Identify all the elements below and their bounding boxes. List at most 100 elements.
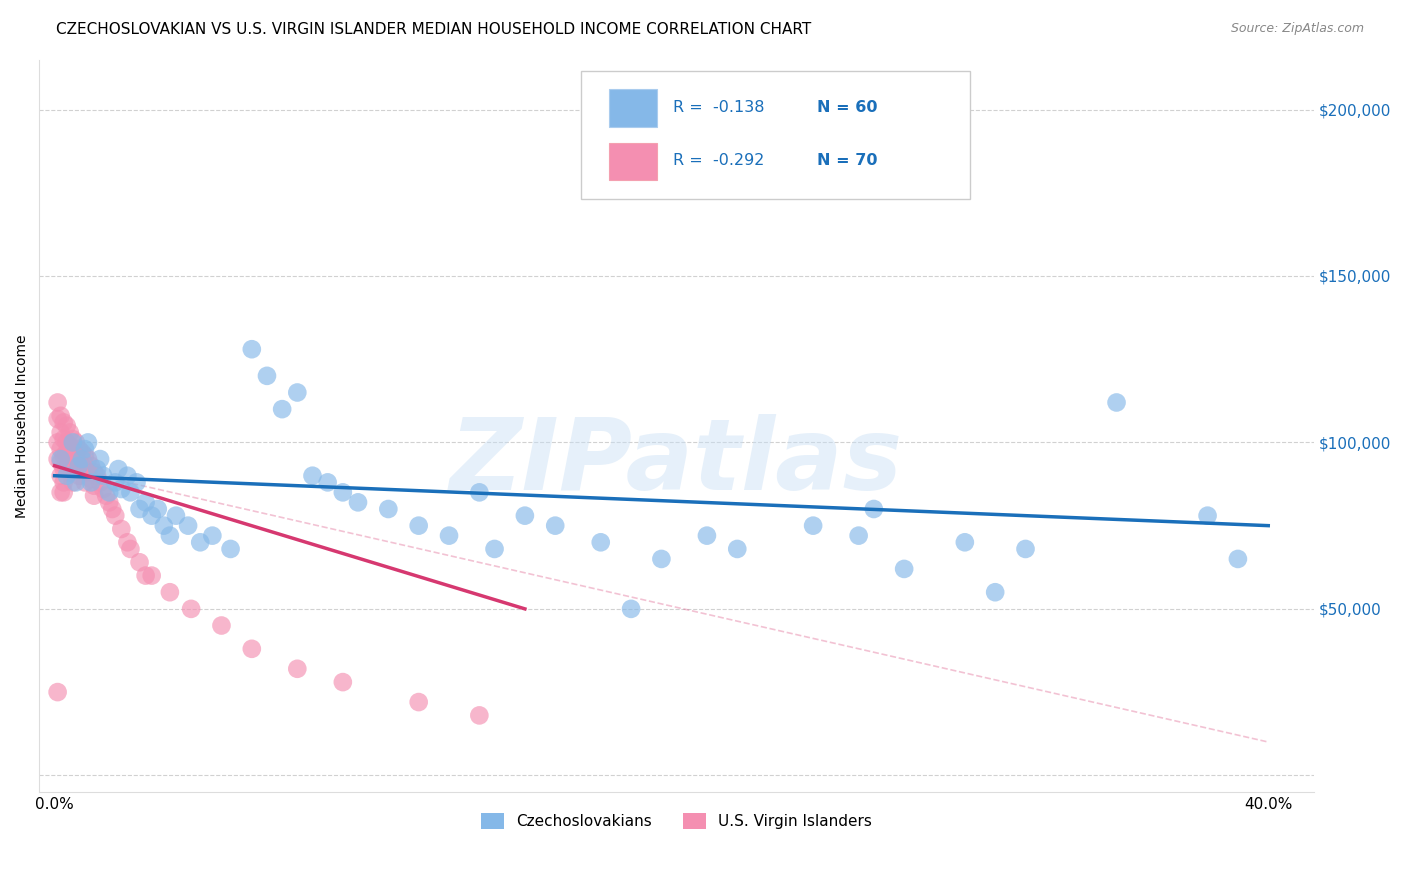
FancyBboxPatch shape — [609, 143, 658, 180]
Point — [46, 685, 69, 699]
Point — [86, 468, 108, 483]
Point — [984, 585, 1007, 599]
Point — [46, 412, 69, 426]
Point — [77, 452, 100, 467]
Point — [86, 462, 108, 476]
Point — [65, 462, 87, 476]
Point — [65, 455, 87, 469]
Point — [101, 502, 124, 516]
Point — [46, 452, 69, 467]
Point — [49, 468, 72, 483]
Point — [49, 442, 72, 456]
Legend: Czechoslovakians, U.S. Virgin Islanders: Czechoslovakians, U.S. Virgin Islanders — [475, 807, 877, 836]
Text: R =  -0.138: R = -0.138 — [672, 101, 765, 115]
Point — [240, 641, 263, 656]
Point — [544, 518, 567, 533]
Point — [49, 455, 72, 469]
Point — [46, 395, 69, 409]
Point — [80, 458, 103, 473]
Point — [77, 466, 100, 480]
Point — [104, 475, 127, 490]
Point — [98, 485, 121, 500]
Point — [73, 462, 96, 476]
Point — [52, 475, 75, 490]
Point — [408, 518, 430, 533]
Point — [110, 482, 132, 496]
Point — [62, 458, 84, 473]
Point — [59, 452, 82, 467]
Point — [135, 568, 157, 582]
Point — [107, 462, 129, 476]
Point — [49, 409, 72, 423]
Point — [513, 508, 536, 523]
Point — [96, 489, 118, 503]
Point — [128, 555, 150, 569]
Point — [70, 445, 93, 459]
Point — [70, 458, 93, 473]
Point — [55, 462, 77, 476]
Point — [332, 675, 354, 690]
Point — [1105, 395, 1128, 409]
Text: Source: ZipAtlas.com: Source: ZipAtlas.com — [1230, 22, 1364, 36]
Point — [141, 568, 163, 582]
Point — [59, 466, 82, 480]
Point — [98, 495, 121, 509]
Point — [80, 475, 103, 490]
Point — [159, 528, 181, 542]
Point — [1014, 541, 1036, 556]
Point — [725, 541, 748, 556]
Point — [271, 402, 294, 417]
Point — [67, 442, 90, 456]
Point — [589, 535, 612, 549]
Text: CZECHOSLOVAKIAN VS U.S. VIRGIN ISLANDER MEDIAN HOUSEHOLD INCOME CORRELATION CHAR: CZECHOSLOVAKIAN VS U.S. VIRGIN ISLANDER … — [56, 22, 811, 37]
Point — [188, 535, 211, 549]
Point — [65, 475, 87, 490]
Point — [117, 468, 139, 483]
Point — [89, 475, 111, 490]
Point — [177, 518, 200, 533]
Text: N = 70: N = 70 — [817, 153, 877, 168]
Text: N = 60: N = 60 — [817, 101, 877, 115]
Point — [55, 449, 77, 463]
Point — [211, 618, 233, 632]
Point — [73, 449, 96, 463]
Point — [117, 535, 139, 549]
Point — [73, 475, 96, 490]
Point — [52, 462, 75, 476]
Point — [141, 508, 163, 523]
Point — [89, 452, 111, 467]
Point — [377, 502, 399, 516]
Point — [153, 518, 176, 533]
Point — [801, 518, 824, 533]
Point — [73, 442, 96, 456]
Point — [67, 458, 90, 473]
Point — [59, 425, 82, 440]
Point — [52, 449, 75, 463]
Point — [52, 416, 75, 430]
Point — [46, 435, 69, 450]
Point — [77, 435, 100, 450]
Point — [285, 662, 308, 676]
Point — [55, 468, 77, 483]
Point — [67, 468, 90, 483]
Point — [408, 695, 430, 709]
Point — [316, 475, 339, 490]
Point — [55, 445, 77, 459]
Point — [49, 485, 72, 500]
FancyBboxPatch shape — [581, 70, 970, 199]
Point — [848, 528, 870, 542]
Point — [180, 602, 202, 616]
Y-axis label: Median Household Income: Median Household Income — [15, 334, 30, 517]
Point — [67, 455, 90, 469]
Point — [256, 368, 278, 383]
Point — [484, 541, 506, 556]
Point — [468, 708, 491, 723]
FancyBboxPatch shape — [609, 89, 658, 127]
Point — [52, 432, 75, 446]
Point — [219, 541, 242, 556]
Point — [347, 495, 370, 509]
Point — [159, 585, 181, 599]
Point — [696, 528, 718, 542]
Point — [52, 485, 75, 500]
Point — [83, 466, 105, 480]
